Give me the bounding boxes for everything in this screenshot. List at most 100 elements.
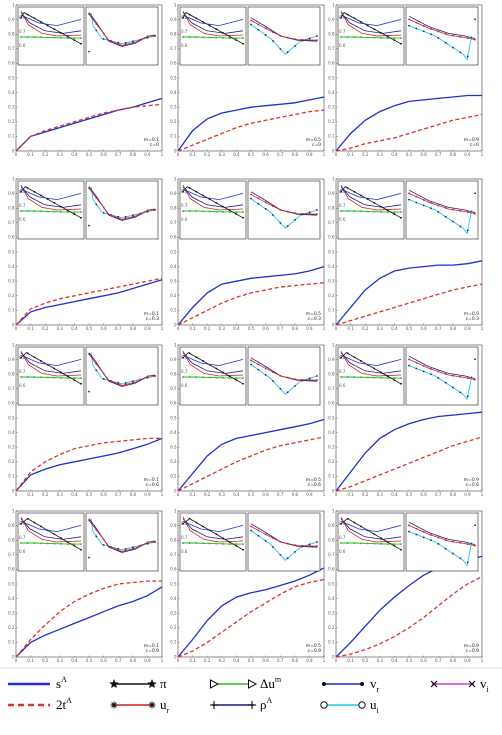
inset-ui-marker <box>466 561 469 564</box>
vr-legend-sub: r <box>377 685 380 694</box>
y-tick-label: 0.3 <box>8 279 15 284</box>
inset-ur-right-marker <box>308 213 311 215</box>
param-label: m=0.1 <box>144 311 159 317</box>
y-tick-label: 0.2 <box>328 625 335 630</box>
x-tick-label: 0.1 <box>347 492 354 497</box>
inset-pi-marker <box>400 548 402 551</box>
y-tick-label: 0.5 <box>328 75 335 80</box>
inset-ur-right-marker <box>88 187 90 189</box>
inset-ui-marker <box>250 23 252 26</box>
inset-ur-right-marker <box>301 544 304 547</box>
y-tick-label: 0.9 <box>8 523 15 528</box>
inset-delta-um-marker <box>386 543 389 545</box>
y-tick-label: 0 <box>174 654 177 659</box>
inset-delta-um-marker <box>228 377 231 379</box>
inset-ur-right-marker <box>257 197 260 200</box>
rhoA-legend-label: ρA <box>260 696 273 712</box>
inset-ui-marker <box>422 204 425 207</box>
x-tick-label: 0.9 <box>144 152 151 157</box>
inset-ui-marker <box>132 214 134 217</box>
inset-ur-right-marker <box>286 210 289 213</box>
inset-ur-right-marker <box>279 541 282 543</box>
inset-ur-right-marker <box>316 39 318 41</box>
2tA-curve <box>177 578 325 658</box>
inset-ur-right-marker <box>88 353 90 355</box>
y-tick-label: 0.4 <box>328 264 335 269</box>
inset-pi-marker <box>195 521 198 524</box>
sA-curve <box>335 411 483 492</box>
x-tick-label: 0.2 <box>42 326 49 331</box>
inset-delta-um-marker <box>182 36 184 38</box>
y-tick-label: 0.7 <box>8 220 15 225</box>
inset-ui-marker <box>437 37 440 39</box>
inset-ui-marker <box>294 385 296 387</box>
inset-pi-marker <box>340 356 342 359</box>
y-tick-label: 0.1 <box>8 308 15 313</box>
inset-delta-um-marker <box>360 542 362 545</box>
x-tick-label: 0.5 <box>406 658 413 663</box>
inset-ur-right-marker <box>452 540 454 543</box>
inset-ui-marker <box>95 535 98 538</box>
x-tick-label: 0.7 <box>115 658 122 663</box>
x-tick-label: 0 <box>15 658 18 663</box>
inset-ur-right-marker <box>110 380 112 382</box>
y-tick-label: 0.4 <box>328 430 335 435</box>
inset-delta-um-marker <box>66 377 69 379</box>
param-label: c=0 <box>150 142 159 148</box>
inset-pi-marker <box>360 21 362 23</box>
inset-delta-um-marker <box>373 376 376 379</box>
inset-ui-marker <box>95 369 98 372</box>
x-tick-label: 0 <box>335 658 338 663</box>
inset-ui-marker <box>279 387 282 390</box>
inset-y-tick-label: 0.8 <box>181 189 188 194</box>
inset-delta-um-marker <box>353 36 356 38</box>
inset-delta-um-marker <box>26 210 29 212</box>
inset-pi-marker <box>222 371 224 374</box>
sA-legend-label: sA <box>56 675 67 691</box>
inset-ur-right-marker <box>466 211 469 213</box>
inset-y-tick-label: 0.6 <box>19 43 26 48</box>
inset-ur-right-marker <box>301 378 304 381</box>
inset-ui-marker <box>308 377 311 380</box>
inset-ur-curve <box>20 516 82 543</box>
inset-delta-um-marker <box>188 542 191 544</box>
x-tick-label: 0.3 <box>219 152 226 157</box>
sA-curve <box>177 418 325 492</box>
y-tick-label: 0.3 <box>8 611 15 616</box>
x-tick-label: 0.4 <box>233 152 240 157</box>
inset-ur-right-marker <box>279 375 282 377</box>
param-label: c=0.3 <box>466 316 480 322</box>
inset-ur-right-marker <box>95 23 98 25</box>
2tA-legend-label: 2tA <box>56 696 72 712</box>
inset-pi-marker <box>53 201 56 204</box>
inset-ur-right-marker <box>272 537 274 539</box>
inset-ur-right-marker <box>452 208 454 211</box>
delta-um-legend: Δum <box>210 675 282 691</box>
inset-ur-curve <box>20 184 82 211</box>
inset-ur-right-marker <box>459 542 462 544</box>
y-tick-label: 0.7 <box>170 220 177 225</box>
inset-y-tick-label: 0.8 <box>19 521 26 526</box>
inset-ur-right-marker <box>422 199 425 201</box>
inset-delta-um-marker <box>380 543 382 545</box>
inset-ui-marker <box>474 192 476 195</box>
inset-pi-marker <box>182 356 184 359</box>
inset-delta-um-marker <box>26 36 29 38</box>
x-tick-label: 0.8 <box>450 658 457 663</box>
inset-pi-marker <box>235 545 238 547</box>
inset-pi-marker <box>80 216 82 219</box>
x-tick-label: 0 <box>335 326 338 331</box>
inset-ui-marker <box>88 224 90 227</box>
inset-delta-um-marker <box>195 376 198 378</box>
inset-pi-marker <box>386 35 389 38</box>
y-tick-label: 0.6 <box>328 401 335 406</box>
sA-curve <box>15 97 163 152</box>
x-tick-label: 0.2 <box>204 658 211 663</box>
inset-ur-right-marker <box>250 525 252 528</box>
chart-panel-r0-c0: 0 0.1 0.2 0.3 0.4 0.5 0.6 0.7 0.8 0.9 1 0 0.1 0.2 0.3 0… <box>8 2 164 157</box>
inset-pi-marker <box>40 21 42 23</box>
rhoA-legend-sup: A <box>267 696 273 705</box>
y-tick-label: 1 <box>12 2 15 7</box>
inset-y-tick-label: 0.6 <box>339 549 346 554</box>
inset-ui-marker <box>422 536 425 539</box>
